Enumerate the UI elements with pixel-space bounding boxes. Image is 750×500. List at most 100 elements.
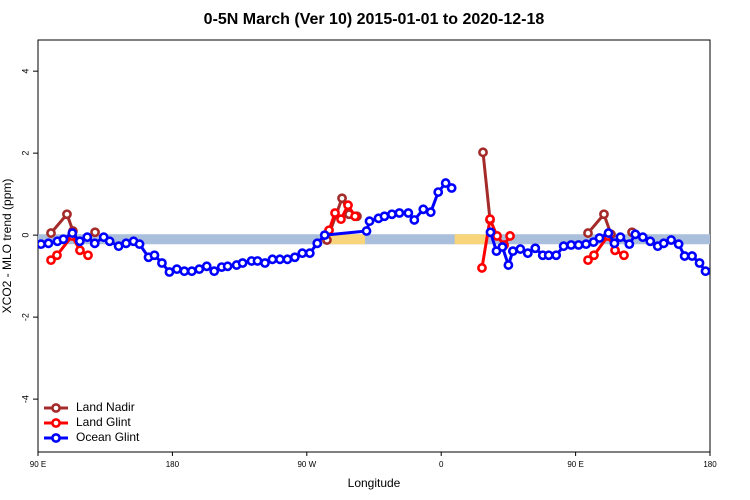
data-point — [364, 216, 375, 227]
data-point — [186, 266, 197, 277]
data-point — [599, 209, 609, 220]
data-point — [90, 227, 100, 238]
data-point — [171, 264, 182, 275]
data-point — [666, 235, 677, 245]
x-tick-label: 180 — [166, 460, 180, 469]
data-point — [336, 214, 346, 225]
data-point — [573, 240, 584, 250]
data-point — [589, 250, 599, 261]
legend-label: Land Nadir — [76, 400, 135, 414]
data-point — [394, 208, 405, 218]
data-point — [619, 250, 629, 261]
data-point — [615, 232, 626, 243]
x-tick-label: 90 E — [30, 460, 46, 469]
data-point — [440, 178, 451, 188]
data-point — [121, 238, 132, 249]
data-point — [645, 236, 656, 247]
data-point — [515, 244, 526, 254]
data-point — [624, 239, 635, 250]
data-point — [630, 229, 641, 240]
data-point — [82, 232, 93, 243]
data-point — [89, 238, 100, 249]
data-point — [222, 261, 233, 272]
data-point — [237, 258, 248, 268]
data-point — [594, 233, 605, 243]
y-tick-label: 4 — [20, 69, 30, 74]
data-point — [581, 239, 591, 250]
data-point — [503, 260, 514, 270]
y-tick-label: 0 — [20, 233, 30, 238]
data-point — [687, 251, 697, 261]
data-point — [157, 258, 167, 268]
data-point — [551, 250, 562, 261]
x-tick-label: 0 — [439, 460, 444, 469]
data-point — [289, 252, 300, 263]
data-point — [149, 250, 160, 261]
data-point — [67, 228, 78, 238]
data-point — [83, 250, 93, 261]
chart-title: 0-5N March (Ver 10) 2015-01-01 to 2020-1… — [204, 11, 545, 28]
data-point — [387, 209, 397, 220]
data-point — [543, 250, 554, 261]
x-tick-label: 90 W — [297, 460, 316, 469]
data-point — [583, 228, 593, 238]
data-point — [75, 245, 85, 256]
legend-marker — [51, 403, 61, 413]
data-point — [134, 239, 145, 250]
series-line — [40, 181, 707, 274]
data-point — [637, 232, 648, 243]
data-point — [282, 254, 293, 265]
data-point — [201, 261, 212, 272]
legend-label: Ocean Glint — [76, 430, 140, 444]
data-point — [485, 214, 495, 225]
legend-marker — [51, 418, 61, 428]
data-point — [252, 256, 263, 266]
y-tick-label: 2 — [20, 151, 30, 156]
data-point — [609, 238, 620, 249]
data-point — [113, 241, 124, 252]
data-point — [194, 264, 205, 275]
y-tick-label: -4 — [20, 395, 30, 403]
data-point — [58, 234, 69, 245]
data-point — [679, 251, 690, 261]
data-point — [46, 255, 56, 266]
data-point — [478, 147, 488, 158]
data-point — [312, 238, 323, 249]
data-point — [343, 200, 353, 211]
data-point — [409, 215, 420, 225]
data-point — [361, 226, 372, 236]
data-point — [583, 255, 593, 266]
data-point — [673, 239, 684, 250]
data-point — [477, 263, 487, 273]
data-point — [319, 230, 330, 241]
data-point — [658, 238, 669, 249]
legend-marker — [51, 433, 61, 443]
x-tick-label: 180 — [703, 460, 717, 469]
legend-label: Land Glint — [76, 415, 131, 429]
data-point — [700, 266, 710, 277]
data-point — [52, 250, 62, 261]
data-point — [304, 248, 315, 259]
data-point — [433, 187, 444, 197]
data-point — [62, 209, 72, 220]
data-point — [104, 236, 115, 247]
data-point — [209, 266, 220, 277]
data-point — [566, 240, 577, 250]
data-point — [74, 236, 85, 247]
data-point — [350, 211, 360, 222]
x-tick-label: 90 E — [567, 460, 583, 469]
x-axis-label: Longitude — [348, 476, 401, 490]
data-point — [164, 267, 175, 277]
data-point — [43, 238, 54, 249]
data-point — [38, 239, 46, 250]
data-point — [297, 248, 308, 259]
data-point — [603, 228, 614, 238]
data-point — [505, 231, 515, 241]
data-point — [418, 204, 429, 215]
data-point — [530, 243, 541, 254]
data-point — [337, 193, 347, 204]
data-point — [179, 266, 190, 277]
y-tick-label: -2 — [20, 313, 30, 321]
y-axis-label: XCO2 - MLO trend (ppm) — [0, 179, 14, 314]
